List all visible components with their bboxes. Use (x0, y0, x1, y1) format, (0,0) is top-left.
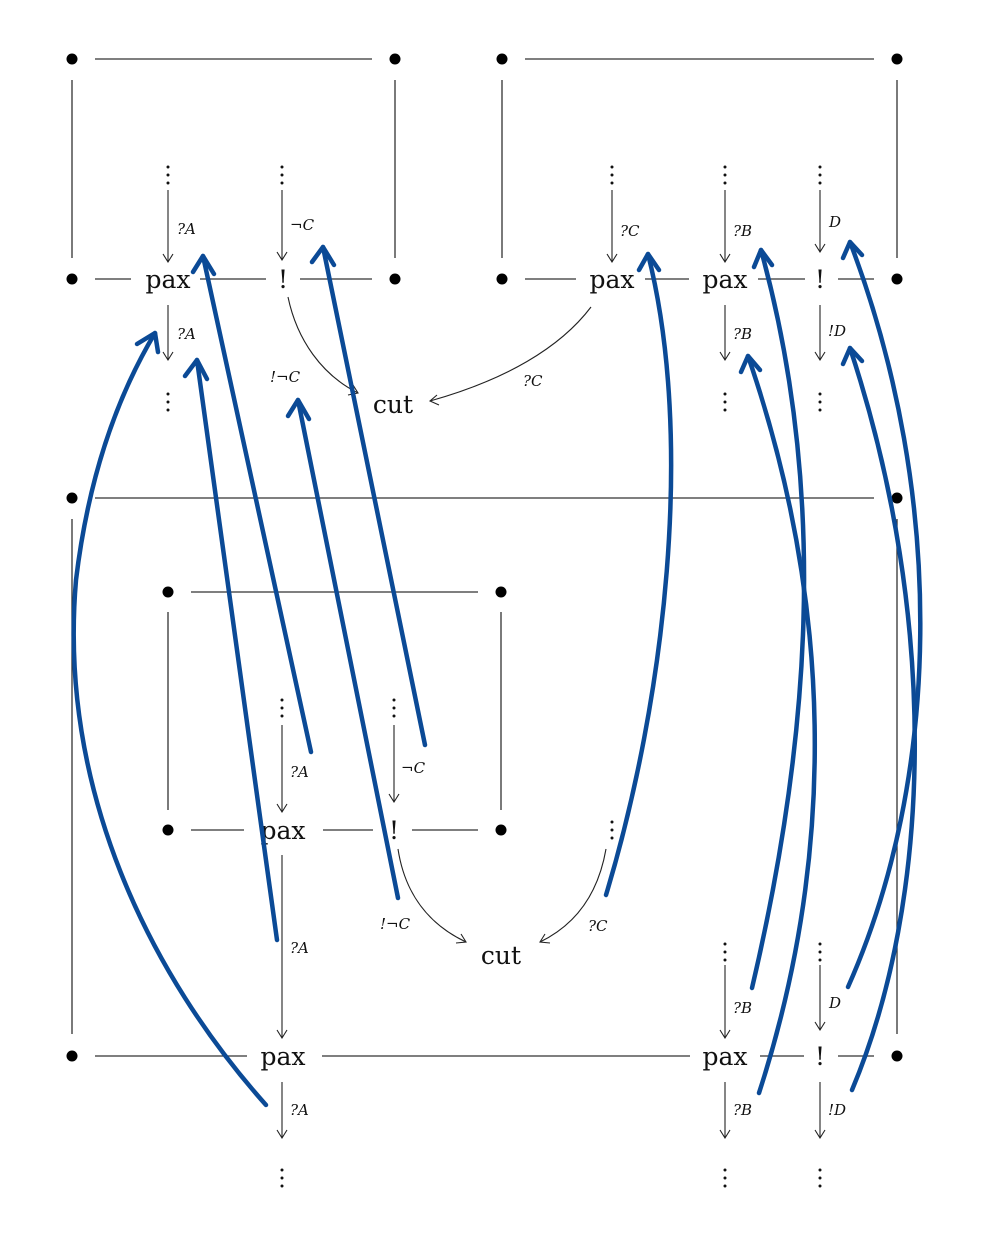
box-corner-dot (66, 492, 78, 504)
pax-node: pax (260, 816, 305, 845)
vertical-ellipsis (818, 392, 822, 412)
vertical-ellipsis (610, 820, 614, 840)
vertical-ellipsis (818, 1168, 822, 1188)
correspondence-arrow (847, 345, 917, 1093)
edge-label: D (828, 994, 841, 1012)
correspondence-arrow (200, 253, 314, 755)
correspondence-arrow (194, 357, 280, 943)
edge-label: D (828, 213, 841, 231)
pax-node: pax (589, 265, 634, 294)
vertical-ellipsis (280, 698, 284, 718)
box-outer (66, 492, 903, 1062)
vertical-ellipsis (392, 698, 396, 718)
vertical-ellipsis (280, 165, 284, 185)
correspondence-arrow (745, 353, 818, 1096)
edge-label: ¬C (401, 759, 426, 777)
edge-label: !D (828, 1101, 846, 1119)
edge-label: !¬C (380, 915, 411, 933)
promotion-node: ! (278, 265, 288, 294)
arrowhead (134, 330, 161, 355)
edge-label: ?B (733, 325, 752, 343)
pax-node: pax (145, 265, 190, 294)
promotion-node: ! (815, 1042, 825, 1071)
box-corner-dot (162, 586, 174, 598)
correspondence-arrow (749, 247, 807, 991)
edge-label: ?A (290, 939, 309, 957)
box-corner-dot (495, 586, 507, 598)
arrowhead (751, 247, 775, 270)
box-corner-dot (891, 492, 903, 504)
net-nodes: pax ! cut pax pax ! pax ! cut pax pax ! (145, 265, 825, 1071)
edge-label: ?A (290, 763, 309, 781)
promotion-node: ! (815, 265, 825, 294)
vertical-ellipsis (166, 165, 170, 185)
box-inner (162, 586, 507, 836)
edge-label: ?B (733, 1101, 752, 1119)
edge-label: ?B (733, 999, 752, 1017)
edge-label: ?A (177, 325, 196, 343)
box-corner-dot (66, 1050, 78, 1062)
box-corner-dot (66, 273, 78, 285)
edge-label: ¬C (290, 216, 315, 234)
vertical-ellipsis (723, 392, 727, 412)
edge-labels: ?A ¬C ?A !¬C ?C ?C ?B D ?B !D ?A ¬C !¬C … (177, 213, 846, 1119)
arrowhead (182, 357, 210, 382)
pax-node: pax (260, 1042, 305, 1071)
box-corner-dot (496, 273, 508, 285)
arrowhead (840, 345, 865, 367)
promotion-node: ! (389, 816, 399, 845)
edge-arrow (397, 848, 467, 943)
correspondence-arrow (295, 397, 401, 901)
edge-arrow (287, 296, 359, 394)
arrowhead (285, 397, 312, 422)
box-corner-dot (389, 273, 401, 285)
box-corner-dot (891, 273, 903, 285)
edge-label: ?C (588, 917, 608, 935)
edge-label: !D (828, 322, 846, 340)
box-corner-dot (891, 53, 903, 65)
correspondence-arrow (71, 330, 269, 1108)
vertical-ellipsis (818, 165, 822, 185)
vertical-ellipsis (723, 165, 727, 185)
edge-label: ?A (177, 220, 196, 238)
vertical-ellipsis (818, 942, 822, 962)
box-corner-dot (496, 53, 508, 65)
edge-label: ?A (290, 1101, 309, 1119)
box-corner-dot (389, 53, 401, 65)
edge-label: ?B (733, 222, 752, 240)
vertical-ellipsis (280, 1168, 284, 1188)
cut-node: cut (373, 390, 413, 419)
vertical-ellipsis (610, 165, 614, 185)
box-top-left (66, 53, 401, 285)
correspondence-arrow (845, 239, 923, 990)
vertical-ellipsis (166, 392, 170, 412)
box-corner-dot (891, 1050, 903, 1062)
pax-node: pax (702, 265, 747, 294)
cut-node: cut (481, 941, 521, 970)
box-corner-dot (162, 824, 174, 836)
edge-arrow (429, 306, 592, 402)
box-top-right (496, 53, 903, 285)
correspondence-arrow (320, 244, 428, 748)
arrowhead (309, 244, 337, 268)
arrowhead (636, 251, 662, 273)
net-edges (162, 190, 826, 1140)
arrowhead (190, 253, 217, 277)
vertical-ellipsis (723, 942, 727, 962)
arrowhead (738, 353, 763, 375)
correspondence-arrows (71, 239, 923, 1108)
arrowhead (840, 239, 865, 261)
edge-arrow (539, 848, 607, 943)
edge-label: !¬C (270, 368, 301, 386)
pax-node: pax (702, 1042, 747, 1071)
edge-label: ?C (523, 372, 543, 390)
box-corner-dot (495, 824, 507, 836)
box-corner-dot (66, 53, 78, 65)
vertical-ellipsis (723, 1168, 727, 1188)
correspondence-arrow (603, 251, 674, 898)
edge-label: ?C (620, 222, 640, 240)
